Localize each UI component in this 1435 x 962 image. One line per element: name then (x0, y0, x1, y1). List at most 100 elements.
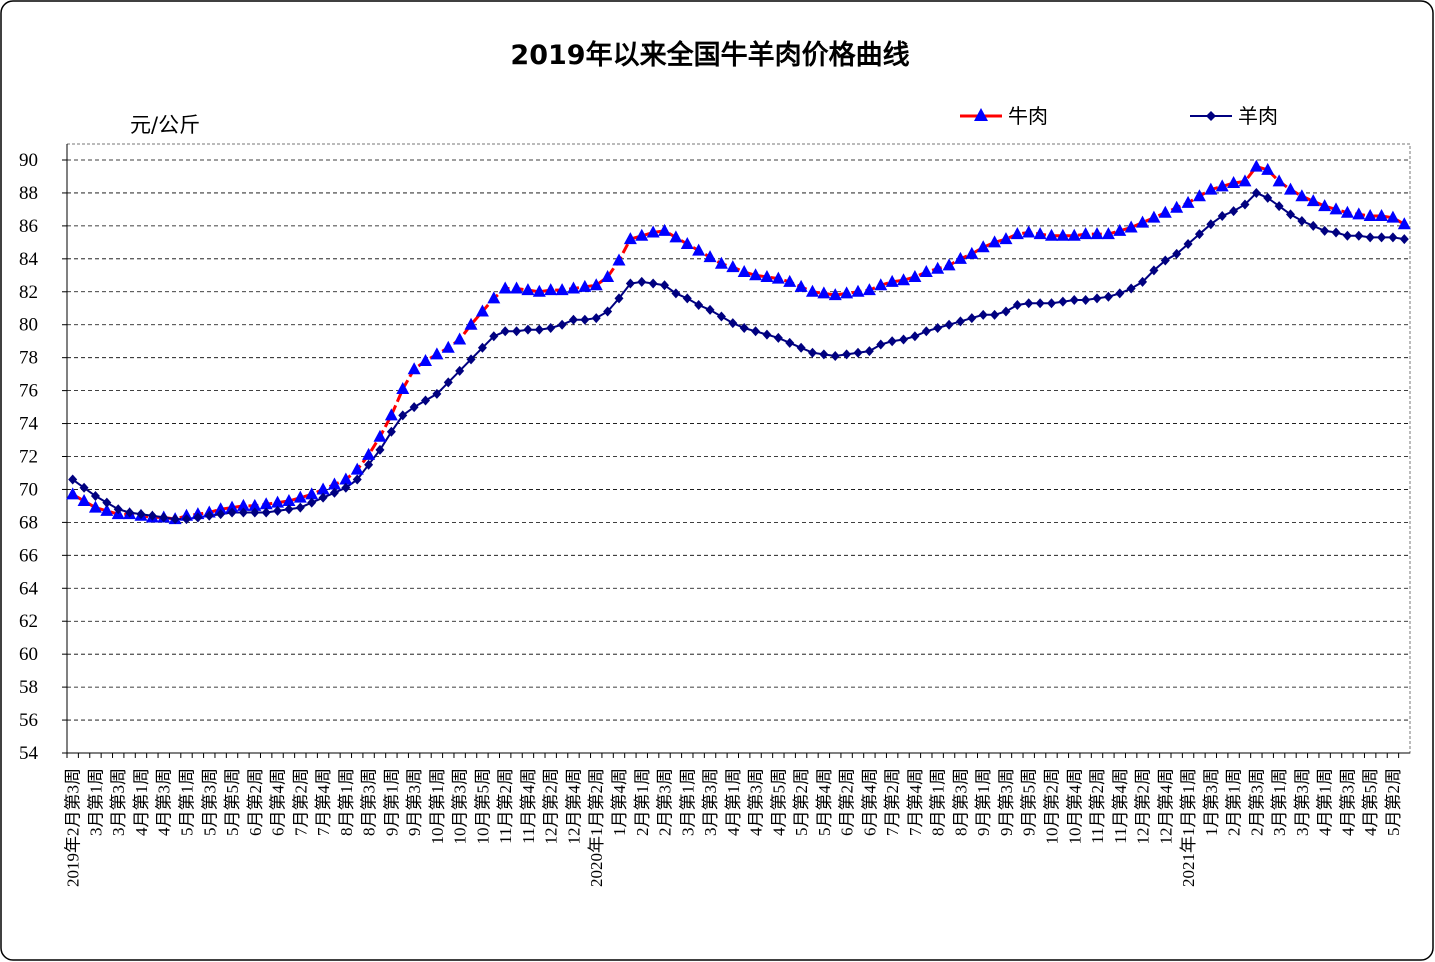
beef-marker (669, 230, 683, 243)
mutton-marker (716, 311, 726, 322)
x-tick-label: 10月第4周 (1065, 768, 1084, 845)
legend-label: 羊肉 (1238, 104, 1278, 128)
beef-marker (532, 284, 546, 297)
beef-marker (1329, 202, 1343, 215)
mutton-marker (1274, 201, 1284, 212)
mutton-marker (295, 502, 305, 513)
beef-marker (407, 362, 421, 375)
mutton-marker (284, 504, 294, 515)
beef-marker (1249, 159, 1263, 172)
mutton-marker (1342, 230, 1352, 241)
mutton-marker (762, 329, 772, 340)
legend-label: 牛肉 (1008, 104, 1048, 128)
beef-marker (851, 284, 865, 297)
mutton-marker (500, 326, 510, 337)
beef-marker (521, 283, 535, 296)
x-tick-label: 11月第4周 (1111, 768, 1130, 844)
x-tick-label: 7月第2周 (883, 768, 902, 836)
x-tick-label: 2021年1月第1周 (1179, 768, 1198, 887)
beef-marker (225, 500, 239, 513)
mutton-marker (1365, 232, 1375, 243)
mutton-marker (125, 507, 135, 518)
beef-marker (737, 265, 751, 278)
beef-marker (214, 502, 228, 515)
mutton-marker (568, 314, 578, 325)
beef-marker (1147, 210, 1161, 223)
beef-marker (714, 256, 728, 269)
x-tick-label: 6月第4周 (269, 768, 288, 836)
x-tick-label: 5月第5周 (223, 768, 242, 836)
x-tick-label: 2月第3周 (1247, 768, 1266, 836)
beef-marker (1044, 228, 1058, 241)
beef-marker (1363, 209, 1377, 222)
x-tick-label: 8月第1周 (337, 768, 356, 836)
beef-marker (100, 503, 114, 516)
mutton-marker (261, 507, 271, 518)
y-axis-label: 元/公斤 (130, 113, 200, 137)
y-tick-label: 86 (19, 216, 38, 237)
beef-marker (658, 223, 672, 236)
x-tick-label: 7月第4周 (314, 768, 333, 836)
beef-marker (589, 278, 603, 291)
beef-marker (259, 497, 273, 510)
y-tick-label: 82 (19, 282, 38, 303)
x-tick-label: 12月第4周 (1156, 768, 1175, 845)
x-tick-label: 11月第2周 (496, 768, 515, 844)
mutton-marker (648, 278, 658, 289)
mutton-marker (671, 288, 681, 299)
beef-marker (965, 246, 979, 259)
mutton-marker (1001, 306, 1011, 317)
y-tick-label: 64 (19, 578, 39, 599)
mutton-marker (90, 491, 100, 502)
beef-marker (316, 482, 330, 495)
beef-marker (817, 286, 831, 299)
x-tick-label: 12月第2周 (1134, 768, 1153, 845)
mutton-marker (386, 426, 396, 437)
mutton-marker (170, 514, 180, 525)
x-tick-label: 9月第5周 (1020, 768, 1039, 836)
beef-marker (1033, 227, 1047, 240)
beef-marker (339, 472, 353, 485)
beef-marker (1215, 179, 1229, 192)
beef-marker (1113, 223, 1127, 236)
y-tick-label: 68 (19, 512, 38, 533)
mutton-marker (1103, 291, 1113, 302)
mutton-marker (739, 323, 749, 334)
beef-marker (441, 340, 455, 353)
x-tick-label: 10月第5周 (473, 768, 492, 845)
mutton-marker (990, 309, 1000, 320)
beef-marker (897, 273, 911, 286)
y-tick-label: 54 (19, 743, 39, 764)
x-tick-label: 3月第3周 (1293, 768, 1312, 836)
x-tick-label: 9月第1周 (974, 768, 993, 836)
beef-marker (1386, 210, 1400, 223)
mutton-marker (796, 342, 806, 353)
mutton-marker (398, 410, 408, 421)
beef-marker (282, 493, 296, 506)
beef-marker (487, 291, 501, 304)
beef-marker (1352, 207, 1366, 220)
x-tick-label: 10月第2周 (1042, 768, 1061, 845)
y-tick-label: 84 (19, 249, 39, 270)
mutton-marker (876, 339, 886, 350)
mutton-marker (1263, 192, 1273, 203)
beef-marker (1192, 189, 1206, 202)
x-tick-label: 8月第1周 (929, 768, 948, 836)
mutton-marker (307, 497, 317, 508)
x-tick-label: 4月第5周 (769, 768, 788, 836)
beef-marker (840, 286, 854, 299)
beef-marker (1272, 174, 1286, 187)
beef-marker (293, 490, 307, 503)
beef-marker (373, 429, 387, 442)
x-tick-label: 9月第3周 (997, 768, 1016, 836)
mutton-marker (1183, 239, 1193, 250)
beef-marker (680, 237, 694, 250)
mutton-marker (409, 402, 419, 413)
beef-marker (601, 269, 615, 282)
beef-marker (1124, 220, 1138, 233)
x-tick-label: 12月第4周 (564, 768, 583, 845)
mutton-marker (1138, 276, 1148, 287)
mutton-marker (421, 395, 431, 406)
x-tick-label: 2020年1月第2周 (587, 768, 606, 887)
beef-marker (794, 279, 808, 292)
